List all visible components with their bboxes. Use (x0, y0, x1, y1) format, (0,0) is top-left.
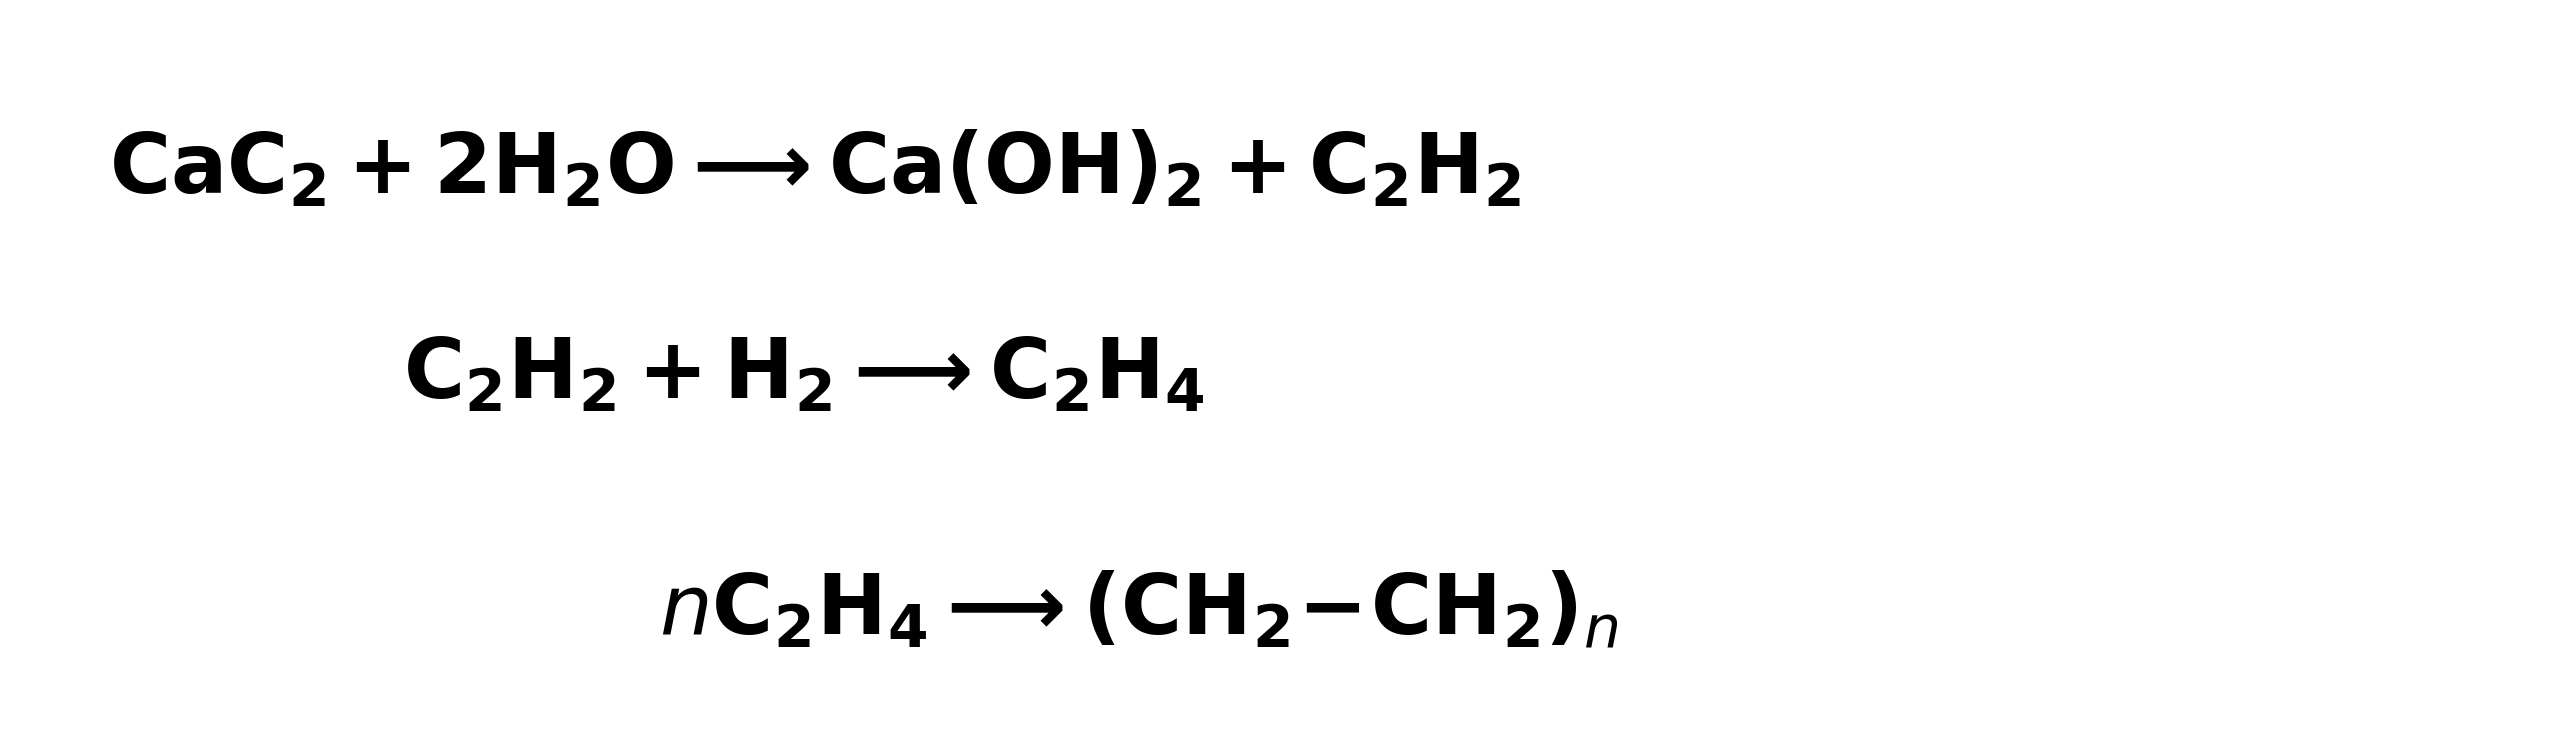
Text: $\mathbf{CaC_2 + 2H_2O \longrightarrow Ca(OH)_2 + C_2H_2}$: $\mathbf{CaC_2 + 2H_2O \longrightarrow C… (108, 128, 1523, 210)
Text: $\mathbf{C_2H_2 + H_2 \longrightarrow C_2H_4}$: $\mathbf{C_2H_2 + H_2 \longrightarrow C_… (404, 334, 1206, 416)
Text: $\mathit{n}\mathbf{C_2H_4 \longrightarrow (CH_2\!-\!CH_2)_{\mathit{n}}}$: $\mathit{n}\mathbf{C_2H_4 \longrightarro… (658, 569, 1620, 652)
